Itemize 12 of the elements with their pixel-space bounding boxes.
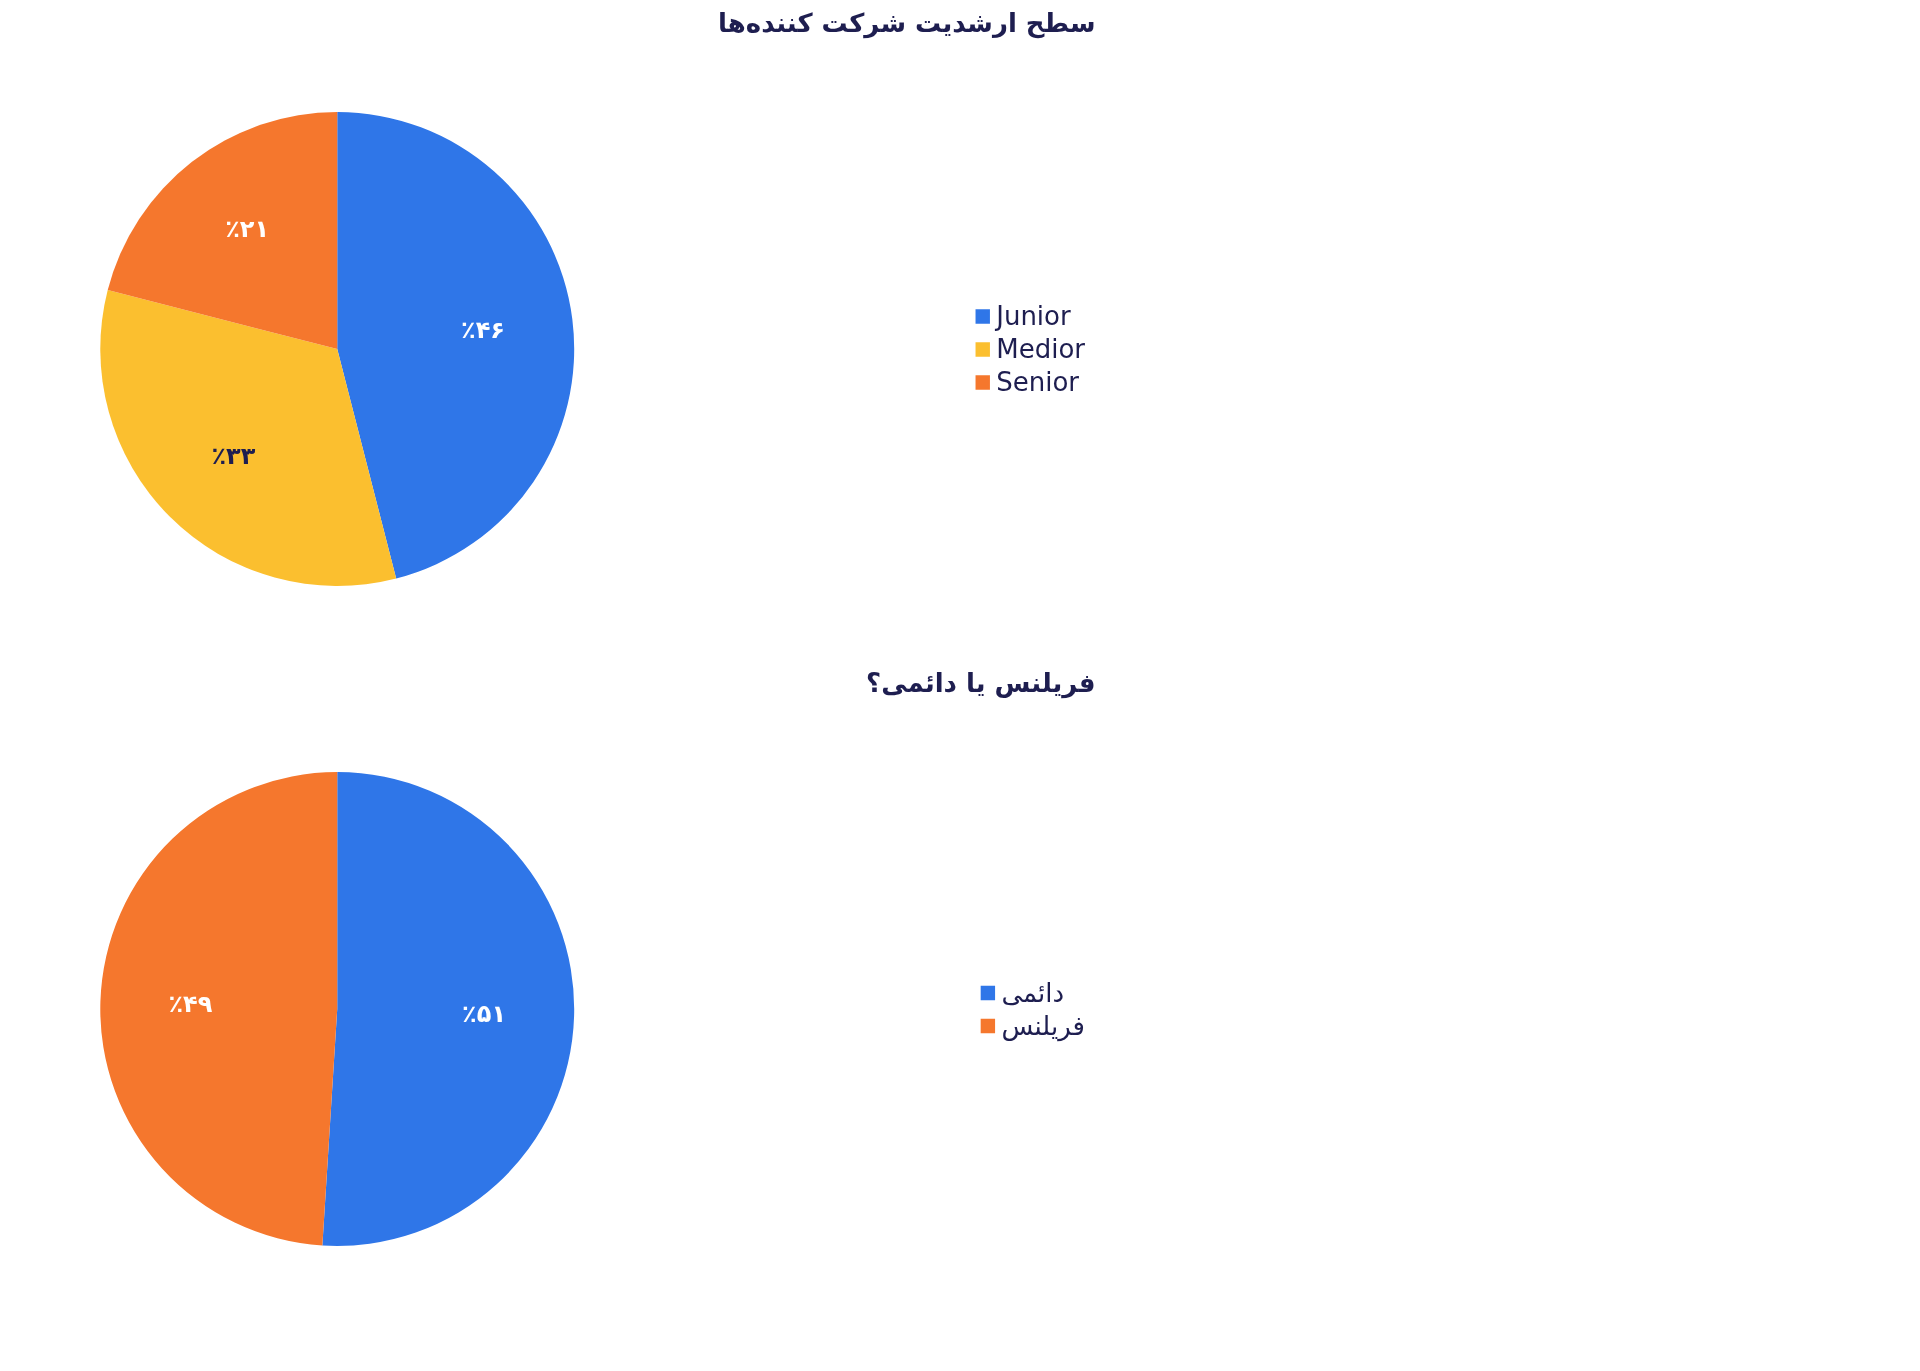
chart-title: فریلنس یا دائمی؟ [866, 667, 1096, 699]
chart-title: سطح ارشدیت شرکت کننده‌ها [718, 7, 1096, 39]
data-label: ٪۴۶ [461, 315, 505, 344]
data-label: ٪۵۱ [462, 999, 507, 1028]
legend-label: فریلنس [1001, 1010, 1085, 1040]
legend-label: Senior [996, 366, 1080, 397]
data-label: ٪۲۱ [225, 214, 270, 243]
legend-label: دائمی [1001, 977, 1065, 1007]
legend-label: Junior [996, 300, 1071, 331]
data-label: ٪۴۹ [168, 990, 213, 1019]
legend-label: Medior [996, 333, 1085, 364]
data-label: ٪۳۳ [211, 442, 256, 471]
